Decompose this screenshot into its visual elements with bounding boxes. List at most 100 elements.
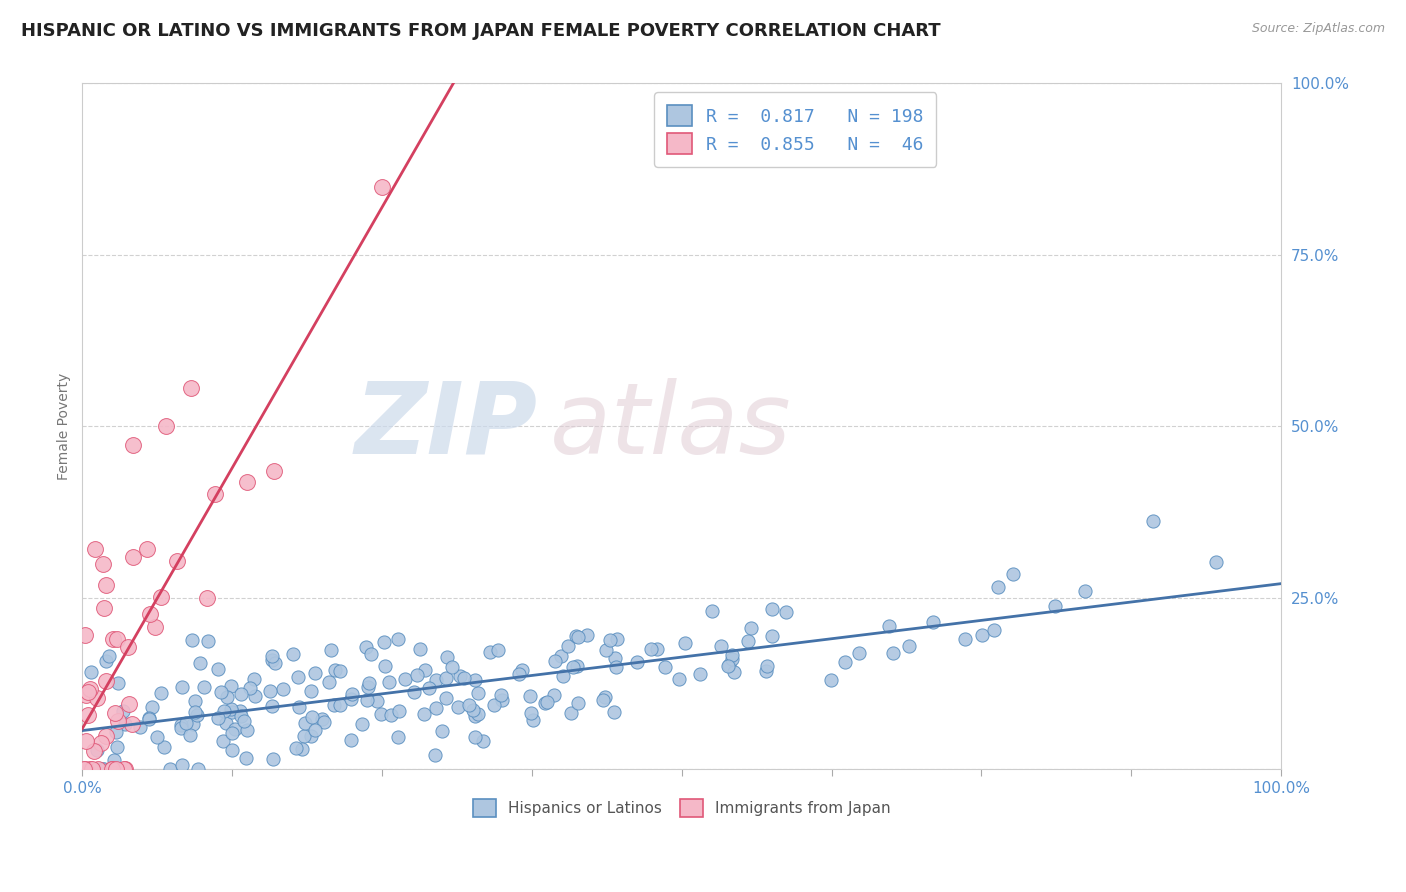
Point — [262, 648, 284, 663]
Point — [91, 558, 114, 572]
Point — [1142, 514, 1164, 528]
Point — [118, 697, 141, 711]
Point — [204, 486, 226, 500]
Point — [221, 742, 243, 756]
Point — [93, 762, 115, 776]
Point — [464, 708, 486, 723]
Point — [195, 591, 218, 606]
Point — [486, 643, 509, 657]
Text: Source: ZipAtlas.com: Source: ZipAtlas.com — [1251, 22, 1385, 36]
Point — [155, 419, 177, 434]
Point — [673, 636, 696, 650]
Point — [105, 632, 128, 647]
Point — [291, 741, 314, 756]
Point — [101, 762, 124, 776]
Point — [260, 698, 283, 713]
Point — [224, 723, 246, 737]
Point — [299, 730, 322, 744]
Point — [599, 632, 621, 647]
Point — [143, 620, 166, 634]
Point — [179, 728, 201, 742]
Point — [76, 708, 98, 723]
Point — [820, 673, 842, 688]
Point — [283, 647, 305, 661]
Point — [565, 629, 588, 643]
Point — [259, 684, 281, 698]
Point — [987, 580, 1010, 594]
Point — [370, 707, 392, 722]
Point — [135, 542, 157, 557]
Point — [221, 702, 243, 716]
Point — [561, 660, 583, 674]
Point — [560, 706, 582, 720]
Point — [75, 628, 97, 642]
Point — [101, 762, 124, 776]
Point — [394, 672, 416, 686]
Point — [640, 641, 662, 656]
Point — [453, 671, 475, 685]
Point — [299, 684, 322, 698]
Point — [149, 590, 172, 604]
Point — [626, 655, 648, 669]
Point — [761, 602, 783, 616]
Point — [193, 680, 215, 694]
Point — [557, 640, 579, 654]
Point — [354, 640, 377, 654]
Point — [356, 680, 378, 694]
Point — [645, 642, 668, 657]
Point — [122, 437, 145, 451]
Point — [221, 706, 243, 720]
Point — [79, 682, 101, 697]
Point — [434, 671, 457, 685]
Point — [755, 658, 778, 673]
Point — [461, 702, 484, 716]
Point — [207, 711, 229, 725]
Point — [737, 634, 759, 648]
Point — [576, 628, 599, 642]
Point — [702, 604, 724, 618]
Point — [229, 687, 252, 701]
Point — [138, 711, 160, 725]
Point — [212, 704, 235, 718]
Point — [425, 673, 447, 687]
Point — [723, 665, 745, 680]
Point — [215, 715, 238, 730]
Point — [441, 660, 464, 674]
Point — [464, 673, 486, 687]
Point — [98, 648, 121, 663]
Y-axis label: Female Poverty: Female Poverty — [58, 373, 72, 480]
Point — [405, 667, 427, 681]
Point — [425, 747, 447, 762]
Point — [262, 752, 284, 766]
Point — [374, 658, 396, 673]
Text: ZIP: ZIP — [354, 378, 538, 475]
Point — [418, 681, 440, 696]
Point — [197, 634, 219, 648]
Point — [138, 713, 160, 727]
Point — [717, 658, 740, 673]
Point — [592, 693, 614, 707]
Point — [605, 660, 627, 674]
Point — [340, 687, 363, 701]
Point — [472, 734, 495, 748]
Point — [215, 690, 238, 705]
Point — [879, 618, 901, 632]
Point — [668, 672, 690, 686]
Point — [184, 694, 207, 708]
Point — [122, 549, 145, 564]
Point — [236, 475, 259, 489]
Point — [170, 680, 193, 694]
Point — [312, 714, 335, 729]
Point — [186, 708, 208, 723]
Point — [141, 700, 163, 714]
Point — [129, 720, 152, 734]
Point — [519, 690, 541, 704]
Point — [90, 736, 112, 750]
Point — [172, 758, 194, 772]
Point — [329, 664, 352, 678]
Point — [188, 656, 211, 670]
Point — [284, 740, 307, 755]
Point — [360, 647, 382, 661]
Point — [318, 675, 340, 690]
Point — [166, 554, 188, 568]
